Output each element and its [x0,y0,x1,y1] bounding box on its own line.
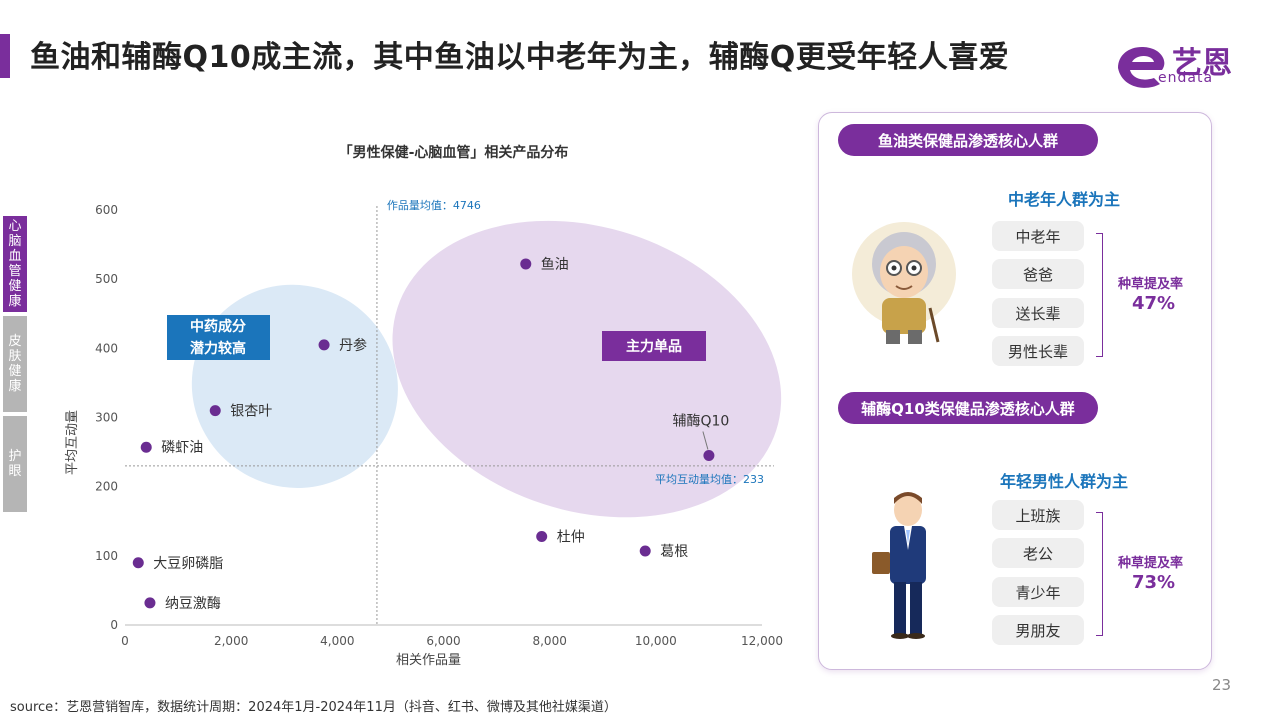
y-tick-label: 600 [95,203,118,217]
scatter-chart: 「男性保健-心脑血管」相关产品分布 0 2,000 4,000 6,000 8,000 10… [65,144,783,668]
x-tick-label: 0 [121,634,129,648]
scatter-point [639,545,651,557]
elderly-man-illustration [852,222,956,344]
y-tick-label: 100 [95,549,118,563]
point-label: 纳豆激酶 [165,595,221,612]
scatter-point [703,450,715,462]
y-tick-label: 0 [110,618,118,632]
point-label-leader [702,431,709,450]
mean-x-label: 作品量均值：4746 [387,199,481,212]
tag-dad: 爸爸 [992,259,1084,289]
logo-subtext: endata [1158,70,1214,86]
point-label: 辅酶Q10 [672,414,729,430]
side-tab-skin[interactable]: 皮肤健康 [3,316,27,412]
side-tab-eye[interactable]: 护眼 [3,416,27,512]
page-title: 鱼油和辅酶Q10成主流，其中鱼油以中老年为主，辅酶Q更受年轻人喜爱 [30,40,1010,75]
young-businessman-illustration [872,492,926,639]
coq10-rate-value: 73% [1132,572,1176,593]
y-tick-label: 200 [95,480,118,494]
mean-y-label: 平均互动量均值：233 [655,473,764,486]
x-tick-label: 2,000 [214,634,248,648]
y-tick-label: 500 [95,272,118,286]
title-accent-bar [0,34,10,78]
side-tab-label: 护眼 [8,449,22,479]
tag-bracket [1096,512,1103,636]
fish-oil-audience-pill: 鱼油类保健品渗透核心人群 [838,124,1098,156]
point-label: 丹参 [339,337,367,354]
fish-oil-rate-value: 47% [1132,293,1176,314]
tag-boyfriend: 男朋友 [992,615,1084,645]
point-label: 鱼油 [541,256,569,273]
coq10-audience-pill: 辅酶Q10类保健品渗透核心人群 [838,392,1098,424]
fish-oil-audience-subhead: 中老年人群为主 [1008,190,1121,209]
tag-office-worker: 上班族 [992,500,1084,530]
chart-title: 「男性保健-心脑血管」相关产品分布 [339,144,569,161]
x-tick-label: 10,000 [635,634,677,648]
tag-husband: 老公 [992,538,1084,568]
x-tick-label: 8,000 [532,634,566,648]
scatter-point [140,441,152,453]
x-tick-label: 12,000 [741,634,783,648]
side-tab-label: 皮肤健康 [8,334,22,394]
tag-gift-elders: 送长辈 [992,298,1084,328]
scatter-point [536,530,548,542]
x-axis-label: 相关作品量 [396,653,461,668]
fish-oil-rate-label: 种草提及率 [1118,277,1184,292]
point-label: 葛根 [660,544,688,560]
scatter-point [209,405,221,417]
scatter-point [318,339,330,351]
y-axis-label: 平均互动量 [65,410,80,475]
point-label: 银杏叶 [230,404,272,420]
x-tick-label: 6,000 [426,634,460,648]
side-tab-cardio[interactable]: 心脑血管健康 [3,216,27,312]
herbal-potential-region [191,284,398,488]
logo-text: 艺恩 [1172,46,1232,81]
endata-logo [1118,46,1165,88]
main-product-annotation-label: 主力单品 [626,338,682,355]
point-label: 杜仲 [557,529,585,545]
coq10-rate-label: 种草提及率 [1118,556,1184,571]
main-product-annotation-box [602,331,706,361]
coq10-audience-subhead: 年轻男性人群为主 [1000,472,1129,491]
herbal-annotation-box [167,315,270,360]
y-tick-label: 400 [95,341,118,355]
x-tick-label: 4,000 [320,634,354,648]
point-label: 磷虾油 [161,440,203,456]
herbal-annotation-line1: 中药成分 [190,318,246,335]
tag-middle-aged: 中老年 [992,221,1084,251]
side-tab-label: 心脑血管健康 [8,219,22,309]
scatter-point [144,597,156,609]
herbal-annotation-line2: 潜力较高 [190,340,246,357]
y-tick-label: 300 [95,411,118,425]
scatter-point [520,258,532,270]
source-note: source：艺恩营销智库，数据统计周期：2024年1月-2024年11月（抖音… [10,700,617,715]
point-label: 大豆卵磷脂 [153,556,223,572]
scatter-point [132,557,144,569]
tag-bracket [1096,233,1103,357]
tag-male-elders: 男性长辈 [992,336,1084,366]
main-product-region [392,220,782,518]
tag-teenager: 青少年 [992,577,1084,607]
page-number: 23 [1212,676,1232,694]
